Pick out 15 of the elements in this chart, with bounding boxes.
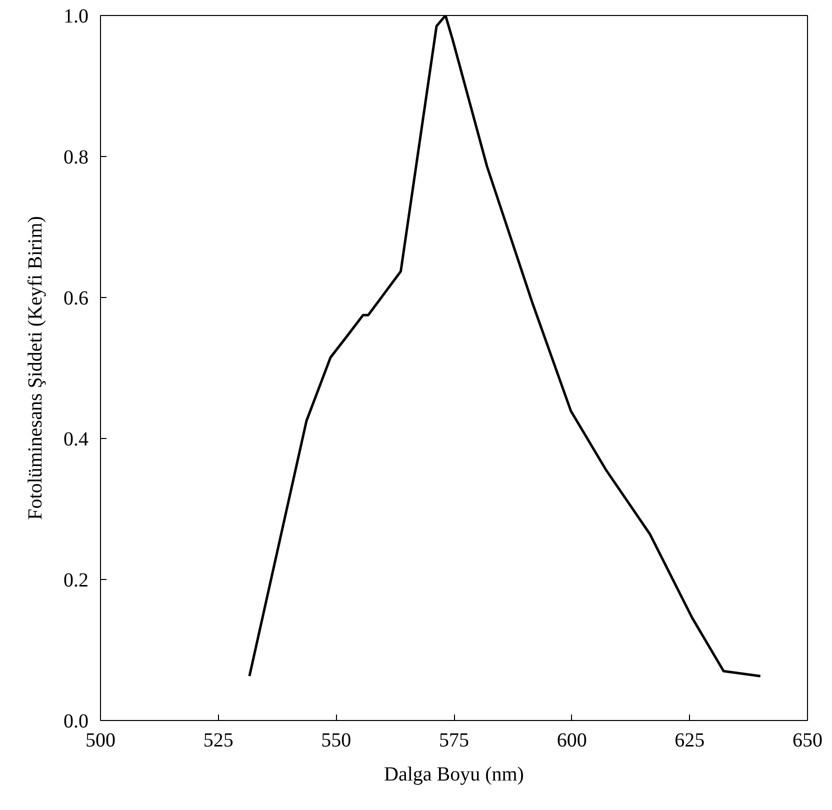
x-axis-title: Dalga Boyu (nm) [384, 764, 524, 786]
x-tick-label: 650 [792, 730, 822, 752]
y-axis-title: Fotolüminesans Şiddeti (Keyfi Birim) [24, 216, 46, 520]
x-tick-label: 500 [86, 730, 116, 752]
y-tick-label: 0.8 [64, 146, 88, 168]
x-tick-label: 600 [556, 730, 587, 752]
y-tick-label: 0.2 [64, 570, 88, 592]
y-tick-label: 0.0 [64, 710, 88, 732]
y-tick-label: 1.0 [64, 6, 88, 28]
x-tick-label: 625 [674, 730, 705, 752]
y-tick-label: 0.4 [64, 428, 88, 450]
x-tick-label: 525 [203, 730, 234, 752]
x-tick-label: 550 [321, 730, 352, 752]
y-tick-label: 0.6 [64, 288, 88, 310]
x-tick-label: 575 [439, 730, 469, 752]
